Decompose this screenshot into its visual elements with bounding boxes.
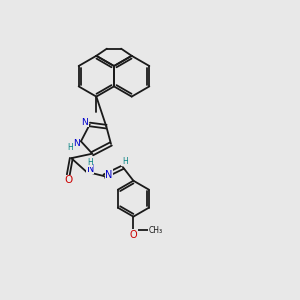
Text: N: N bbox=[73, 139, 80, 148]
Text: O: O bbox=[64, 175, 72, 185]
Text: H: H bbox=[68, 143, 73, 152]
Text: CH₃: CH₃ bbox=[149, 226, 163, 235]
Text: H: H bbox=[122, 157, 128, 166]
Text: N: N bbox=[105, 170, 112, 180]
Text: N: N bbox=[82, 118, 88, 127]
Text: O: O bbox=[130, 230, 137, 240]
Text: H: H bbox=[87, 158, 93, 166]
Text: N: N bbox=[86, 164, 94, 174]
